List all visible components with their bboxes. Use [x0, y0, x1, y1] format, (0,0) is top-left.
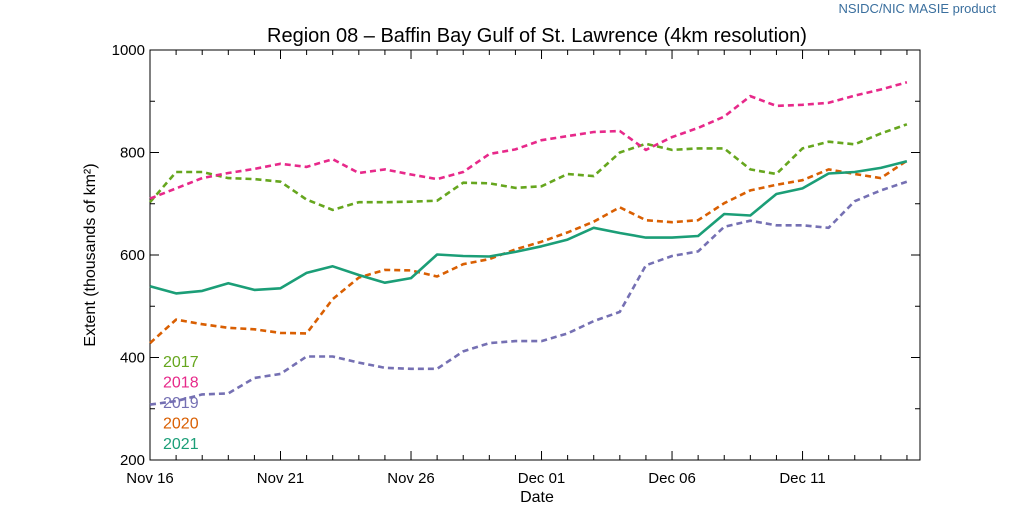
- legend: 2017 2018 2019 2020 2021: [163, 354, 199, 453]
- y-tick-label: 1000: [112, 42, 145, 59]
- x-axis-label: Date: [520, 489, 554, 506]
- y-axis: 200 400 600 800 1000: [112, 42, 920, 469]
- y-tick-label: 400: [120, 350, 145, 367]
- x-axis: Nov 16 Nov 21 Nov 26 Dec 01 Dec 06 Dec 11: [126, 50, 908, 487]
- y-tick-label: 200: [120, 452, 145, 469]
- x-tick-label: Dec 11: [779, 470, 825, 487]
- legend-label-2019: 2019: [163, 395, 199, 412]
- series-line-2019: [149, 180, 908, 406]
- series-lines: [149, 81, 908, 406]
- series-line-2017: [149, 123, 908, 212]
- x-tick-label: Dec 06: [648, 470, 696, 487]
- y-axis-label: Extent (thousands of km²): [82, 163, 99, 346]
- series-line-2018: [149, 81, 908, 200]
- plot-frame: [149, 49, 921, 461]
- series-line-2020: [149, 159, 908, 345]
- legend-label-2021: 2021: [163, 436, 199, 453]
- chart-title: Region 08 – Baffin Bay Gulf of St. Lawre…: [267, 25, 807, 47]
- x-tick-label: Nov 26: [387, 470, 435, 487]
- x-tick-label: Nov 21: [257, 470, 305, 487]
- legend-label-2017: 2017: [163, 354, 199, 371]
- y-tick-label: 800: [120, 145, 145, 162]
- credit-label: NSIDC/NIC MASIE product: [839, 1, 997, 16]
- legend-label-2018: 2018: [163, 375, 199, 392]
- x-tick-label: Dec 01: [518, 470, 566, 487]
- legend-label-2020: 2020: [163, 416, 199, 433]
- x-tick-label: Nov 16: [126, 470, 174, 487]
- series-line-2021: [149, 159, 908, 295]
- y-tick-label: 600: [120, 247, 145, 264]
